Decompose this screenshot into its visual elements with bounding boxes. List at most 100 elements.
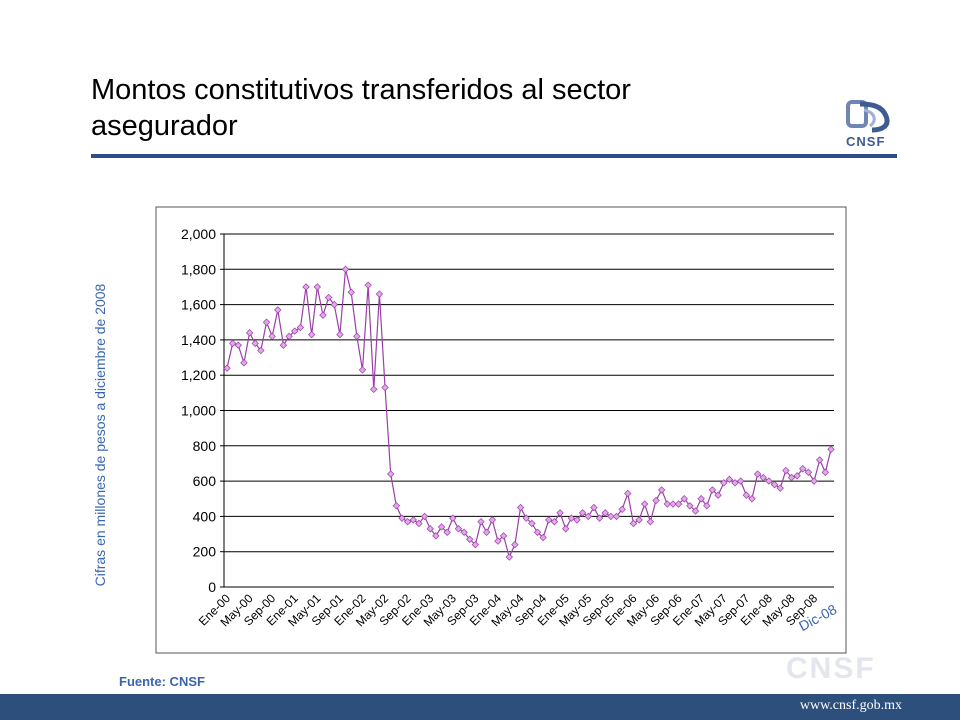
data-point: [646, 518, 655, 526]
data-point: [432, 532, 440, 540]
data-point: [403, 518, 412, 526]
data-point: [821, 468, 830, 476]
data-point: [742, 491, 751, 499]
data-point: [618, 505, 626, 514]
data-point: [635, 516, 643, 524]
data-point: [686, 502, 694, 510]
y-tick-label: 1,800: [181, 261, 216, 277]
data-point: [736, 477, 745, 485]
data-point: [669, 500, 677, 508]
data-point: [765, 477, 773, 485]
chart-frame: [155, 206, 847, 654]
grid-lines: [220, 233, 834, 588]
data-point: [561, 525, 570, 533]
slide-title: Montos constitutivos transferidos al sec…: [91, 74, 631, 142]
data-point: [725, 475, 734, 484]
data-point: [748, 495, 756, 503]
data-point: [370, 385, 378, 394]
data-point: [708, 486, 717, 494]
data-point: [449, 514, 457, 522]
series-markers: [223, 265, 835, 561]
data-point: [612, 512, 621, 521]
data-point: [313, 283, 322, 291]
data-point: [245, 329, 254, 337]
data-point: [240, 359, 248, 367]
footer-bar: www.cnsf.gob.mx: [0, 694, 960, 720]
data-point: [804, 468, 813, 476]
data-point: [285, 332, 293, 341]
data-point: [652, 496, 660, 505]
data-point: [228, 339, 237, 348]
data-point: [731, 479, 739, 487]
data-point: [516, 503, 525, 512]
y-tick-labels: 0 200 400 600 800 1,000 1,200 1,400 1,600 1,800 2,…: [181, 226, 216, 595]
data-point: [595, 514, 604, 522]
data-point: [234, 341, 242, 349]
data-point: [437, 523, 446, 531]
data-point: [381, 383, 389, 392]
data-point: [302, 283, 310, 291]
data-point: [793, 472, 801, 480]
data-point: [691, 507, 700, 515]
y-tick-label: 1,200: [181, 367, 216, 383]
line-chart: 0 200 400 600 800 1,000 1,200 1,400 1,600 1,800 2,…: [155, 206, 847, 654]
data-point: [353, 332, 361, 341]
data-point: [567, 514, 576, 522]
data-point: [624, 489, 632, 498]
footer-url[interactable]: www.cnsf.gob.mx: [799, 698, 902, 713]
data-point: [787, 473, 796, 482]
data-point: [274, 306, 282, 314]
watermark-logo: CNSF: [786, 652, 876, 685]
data-point: [307, 330, 316, 339]
y-tick-label: 200: [193, 544, 217, 560]
y-tick-label: 1,000: [181, 403, 216, 419]
data-point: [279, 341, 288, 349]
y-tick-label: 400: [193, 508, 217, 524]
data-point: [550, 518, 559, 526]
data-point: [573, 516, 581, 524]
data-point: [641, 500, 649, 508]
data-point: [268, 332, 276, 341]
data-point: [223, 364, 231, 372]
data-point: [759, 473, 767, 482]
data-point: [810, 477, 818, 485]
data-point: [460, 528, 468, 536]
data-point: [816, 456, 824, 464]
data-point: [409, 516, 417, 524]
data-point: [358, 366, 367, 374]
y-tick-label: 600: [193, 473, 217, 489]
data-point: [330, 300, 338, 309]
data-point: [601, 509, 609, 517]
data-point: [663, 500, 671, 508]
data-point: [714, 491, 722, 499]
source-note: Fuente: CNSF: [119, 674, 205, 689]
data-point: [533, 528, 542, 536]
data-point: [319, 311, 327, 319]
data-point: [720, 479, 728, 487]
data-point: [291, 327, 299, 335]
data-point: [398, 514, 406, 522]
data-point: [584, 512, 592, 521]
logo-text: CNSF: [846, 134, 886, 149]
data-point: [545, 516, 553, 524]
axes: [223, 234, 834, 588]
data-point: [257, 346, 265, 355]
data-point: [539, 533, 547, 542]
data-point: [697, 495, 705, 503]
data-point: [499, 532, 508, 540]
data-point: [443, 528, 451, 536]
data-point: [392, 502, 401, 510]
data-point: [454, 525, 463, 533]
data-point: [522, 514, 530, 522]
data-point: [341, 265, 350, 273]
data-point: [578, 509, 587, 517]
data-point: [251, 339, 259, 348]
data-point: [556, 509, 564, 517]
data-point: [753, 470, 762, 478]
data-point: [375, 290, 384, 298]
data-point: [590, 503, 598, 512]
data-point: [657, 486, 666, 494]
y-tick-label: 1,400: [181, 332, 216, 348]
data-point: [776, 484, 784, 492]
data-point: [703, 502, 711, 510]
